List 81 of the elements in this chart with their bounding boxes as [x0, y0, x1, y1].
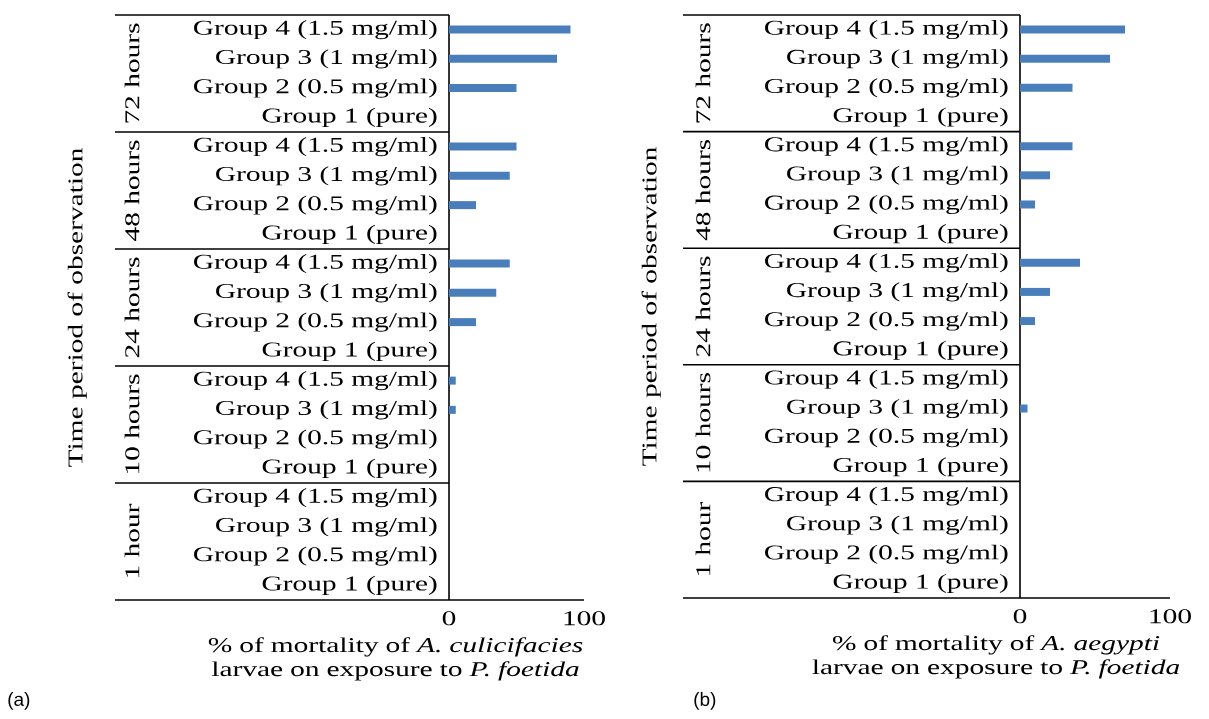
y-tick-label: Group 3 (1 mg/ml) [216, 49, 437, 69]
y-tick-label: Group 4 (1.5 mg/ml) [765, 486, 1008, 506]
y-tick-label: Group 2 (0.5 mg/ml) [194, 195, 437, 215]
x-tick-label: 0 [442, 611, 456, 626]
y-tick-label: Group 2 (0.5 mg/ml) [194, 78, 437, 98]
bar [1020, 404, 1028, 413]
bar [1020, 200, 1035, 209]
bar [449, 25, 571, 34]
y-tick-label: Group 3 (1 mg/ml) [787, 398, 1008, 419]
y-tick-label: Group 1 (pure) [262, 575, 437, 595]
y-tick-label: Group 2 (0.5 mg/ml) [765, 194, 1008, 215]
y-axis-title: Time period of observation [641, 147, 661, 466]
y-tick-label: Group 3 (1 mg/ml) [216, 166, 437, 186]
y-tick-label: Group 2 (0.5 mg/ml) [765, 78, 1008, 98]
bar [449, 318, 476, 327]
bar [1020, 25, 1125, 34]
y-tick-label: Group 4 (1.5 mg/ml) [765, 253, 1008, 273]
text: 24 hours [695, 256, 711, 357]
x-tick-label: 0 [1013, 609, 1027, 624]
y-tick-label: Group 1 (pure) [833, 107, 1008, 127]
bar [449, 259, 510, 268]
bar [449, 376, 456, 385]
y-tick-label: Group 4 (1.5 mg/ml) [765, 20, 1008, 40]
y-tick-label: Group 4 (1.5 mg/ml) [194, 137, 437, 157]
x-tick-label: 100 [564, 611, 605, 626]
y-tick-label: Group 2 (0.5 mg/ml) [194, 312, 437, 332]
text: 10 hours [695, 373, 711, 472]
text: 48 hours [695, 139, 711, 241]
bar [1020, 287, 1050, 296]
bar [449, 201, 476, 210]
y-tick-label: Group 4 (1.5 mg/ml) [194, 488, 437, 508]
y-tick-label: Group 2 (0.5 mg/ml) [765, 311, 1008, 331]
y-tick-label: Group 2 (0.5 mg/ml) [194, 546, 437, 566]
bar [1020, 317, 1035, 326]
bar [1020, 258, 1080, 267]
y-tick-label: Group 2 (0.5 mg/ml) [194, 429, 437, 449]
y-tick-label: Group 1 (pure) [262, 224, 437, 244]
text: 72 hours [695, 23, 711, 123]
bar [1020, 142, 1073, 151]
bar [1020, 54, 1110, 63]
bar [449, 405, 456, 414]
y-tick-label: Group 2 (0.5 mg/ml) [765, 544, 1008, 564]
y-tick-label: Group 1 (pure) [833, 340, 1008, 360]
y-tick-label: Group 3 (1 mg/ml) [787, 282, 1008, 302]
text: 10 hours [124, 374, 140, 473]
y-tick-label: Group 3 (1 mg/ml) [787, 49, 1008, 69]
bar [449, 84, 517, 93]
y-tick-label: Group 3 (1 mg/ml) [216, 400, 437, 420]
y-tick-label: Group 1 (pure) [262, 458, 437, 478]
bar [449, 288, 497, 297]
y-tick-label: Group 3 (1 mg/ml) [787, 165, 1008, 185]
x-tick-label: 100 [1150, 609, 1191, 624]
text: 72 hours [124, 23, 140, 123]
y-tick-label: Group 3 (1 mg/ml) [216, 517, 437, 537]
text: (a) [8, 692, 30, 710]
x-axis-title: % of mortality of A. aegypti larvae on exposure to P. foetida [812, 635, 1180, 679]
y-tick-label: Group 1 (pure) [262, 341, 437, 361]
bar [449, 142, 517, 151]
y-tick-label: Group 1 (pure) [833, 457, 1008, 477]
text: 1 hour [695, 501, 711, 576]
y-axis-title: Time period of observation [67, 148, 87, 467]
x-axis-title: % of mortality of A. culicifacies larvae on exposure to P. foetida [208, 637, 583, 681]
y-tick-label: Group 2 (0.5 mg/ml) [765, 428, 1008, 448]
y-tick-label: Group 4 (1.5 mg/ml) [194, 371, 437, 391]
y-tick-label: Group 4 (1.5 mg/ml) [765, 136, 1008, 156]
y-tick-label: Group 1 (pure) [833, 573, 1008, 593]
text: 1 hour [124, 503, 140, 577]
bar [1020, 171, 1050, 180]
bar [449, 54, 558, 63]
y-tick-label: Group 4 (1.5 mg/ml) [194, 20, 437, 40]
text: 24 hours [124, 257, 140, 358]
y-tick-label: Group 3 (1 mg/ml) [787, 515, 1008, 535]
y-tick-label: Group 4 (1.5 mg/ml) [194, 254, 437, 274]
y-tick-label: Group 1 (pure) [262, 107, 437, 127]
y-tick-label: Group 3 (1 mg/ml) [216, 283, 437, 303]
text: (b) [694, 692, 716, 710]
text: 48 hours [124, 140, 140, 241]
y-tick-label: Group 4 (1.5 mg/ml) [765, 369, 1008, 389]
y-tick-label: Group 1 (pure) [833, 224, 1008, 244]
bar [449, 171, 510, 180]
bar [1020, 83, 1073, 92]
